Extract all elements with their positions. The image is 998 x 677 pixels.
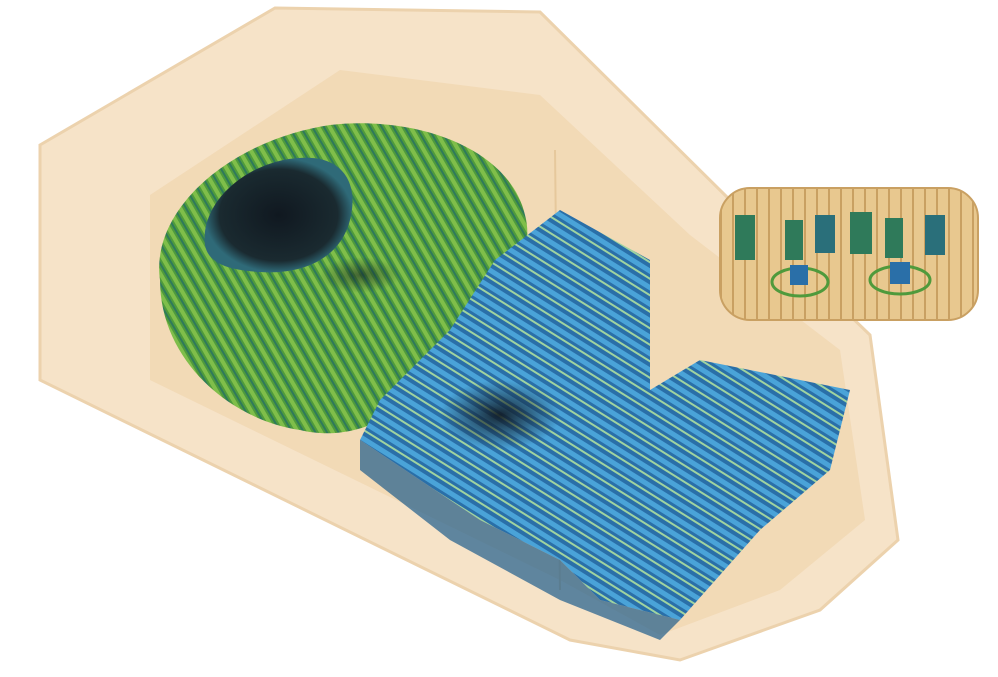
blue-block [360, 210, 850, 620]
dark-spot [320, 257, 400, 293]
dark-cavity [204, 157, 353, 273]
dark-spot [440, 380, 560, 450]
inset-object [719, 187, 979, 321]
blue-block-shade [360, 440, 680, 640]
